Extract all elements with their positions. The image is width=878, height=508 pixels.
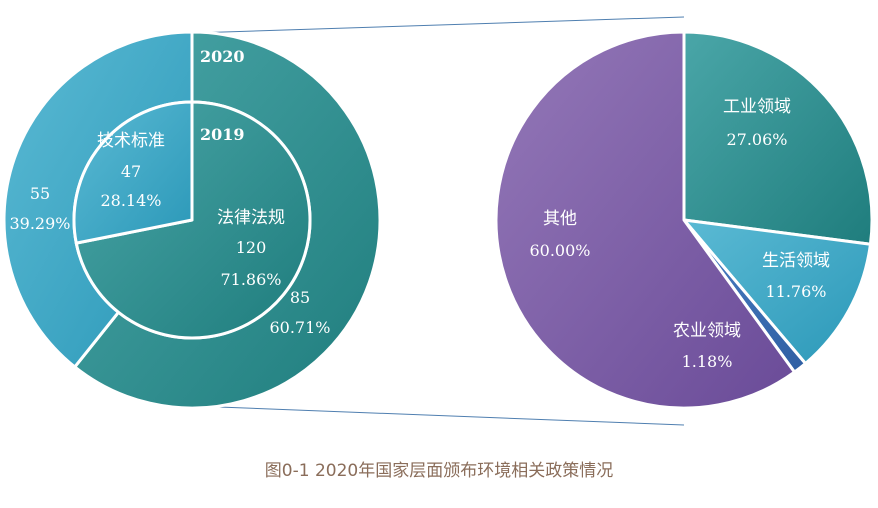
slice-name-label: 技术标准 xyxy=(97,131,165,151)
ring-label-2019: 2019 xyxy=(200,125,245,144)
slice-percent-label: 71.86% xyxy=(220,270,281,289)
slice-percent-label: 1.18% xyxy=(682,352,733,371)
connector-line-bottom xyxy=(191,405,685,426)
slice-percent-label: 60.71% xyxy=(269,318,330,337)
nested-donut-chart xyxy=(2,30,382,410)
pie-slice-0 xyxy=(682,30,874,246)
ring-label-2020: 2020 xyxy=(200,47,245,66)
slice-value-label: 55 xyxy=(30,184,50,203)
slice-value-label: 120 xyxy=(236,238,267,257)
slice-name-label: 法律法规 xyxy=(217,208,285,228)
connector-line-top xyxy=(191,16,685,34)
figure-caption: 图0-1 2020年国家层面颁布环境相关政策情况 xyxy=(264,461,614,481)
slice-name-label: 农业领域 xyxy=(673,321,741,341)
pie-slice-1 xyxy=(682,218,872,365)
slice-name-label: 其他 xyxy=(543,209,577,229)
pie-slice-3 xyxy=(494,30,797,410)
slice-percent-label: 39.29% xyxy=(9,214,70,233)
slice-name-label: 生活领域 xyxy=(762,251,830,271)
slice-value-label: 47 xyxy=(121,162,141,181)
slice-percent-label: 27.06% xyxy=(726,130,787,149)
slice-value-label: 85 xyxy=(290,288,310,307)
slice-percent-label: 28.14% xyxy=(100,191,161,210)
sector-pie-chart xyxy=(494,30,874,410)
slice-percent-label: 60.00% xyxy=(529,241,590,260)
inner-pie-slice-1 xyxy=(72,100,194,245)
slice-name-label: 工业领域 xyxy=(723,97,791,117)
slice-percent-label: 11.76% xyxy=(765,282,826,301)
